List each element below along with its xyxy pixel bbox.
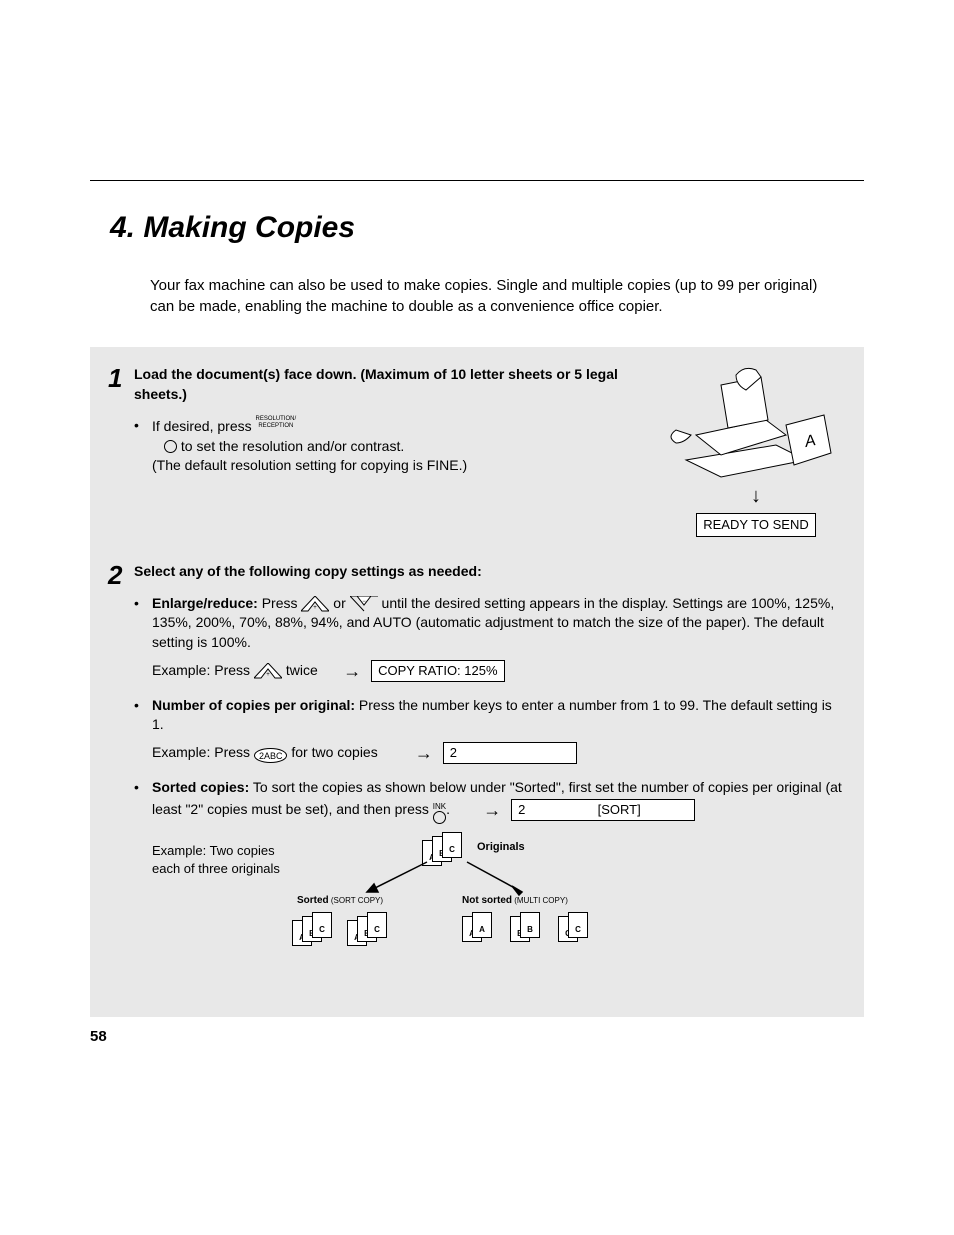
- arrow-down-icon: ↓: [666, 485, 846, 505]
- copies-ex-pre: Example: Press: [152, 744, 254, 760]
- header-rule: [90, 180, 864, 181]
- bullet-icon: •: [134, 778, 152, 962]
- enlarge-pre: Press: [262, 595, 302, 611]
- step-2: 2 Select any of the following copy setti…: [108, 562, 846, 962]
- bullet-text: If desired, press RESOLUTION/ RECEPTION …: [152, 416, 656, 476]
- sorted-lbl: Sorted: [297, 895, 329, 906]
- sorted-label: Sorted copies:: [152, 779, 249, 795]
- step-body: A ↓ READY TO SEND Load the document(s) f…: [134, 365, 846, 537]
- display-copyratio: COPY RATIO: 125%: [371, 660, 505, 682]
- step-body: Select any of the following copy setting…: [134, 562, 846, 962]
- chapter-title: 4. Making Copies: [110, 211, 864, 245]
- notsorted-title: Not sorted (MULTI COPY): [462, 894, 568, 908]
- page-number: 58: [90, 1028, 107, 1045]
- step-number: 2: [108, 562, 134, 962]
- display-ready: READY TO SEND: [696, 513, 815, 537]
- copies-ex-post: for two copies: [291, 744, 377, 760]
- bullet-icon: •: [134, 696, 152, 766]
- ink-button-icon: INK: [433, 800, 446, 824]
- fax-machine-icon: A: [666, 365, 836, 485]
- bullet-icon: •: [134, 594, 152, 684]
- step2-enlarge-bullet: • Enlarge/reduce: Press + or − until the…: [134, 594, 846, 684]
- key-2-icon: 2ABC: [254, 748, 288, 763]
- svg-text:+: +: [266, 672, 270, 678]
- notsorted-sub: (MULTI COPY): [512, 896, 568, 905]
- step1-bullet: • If desired, press RESOLUTION/ RECEPTIO…: [134, 416, 656, 476]
- svg-text:−: −: [362, 599, 366, 605]
- display-copies: 2: [443, 742, 577, 764]
- up-key-icon: +: [254, 663, 282, 679]
- intro-paragraph: Your fax machine can also be used to mak…: [150, 275, 844, 317]
- enlarge-ex-pre: Example: Press: [152, 662, 254, 678]
- bullet-text: Enlarge/reduce: Press + or − until the d…: [152, 594, 846, 684]
- copies-example: Example: Press 2ABC for two copies → 2: [152, 741, 846, 766]
- fax-illustration-area: A ↓ READY TO SEND: [666, 365, 846, 537]
- bullet-icon: •: [134, 416, 152, 476]
- step-1: 1: [108, 365, 846, 537]
- step2-heading: Select any of the following copy setting…: [134, 562, 846, 582]
- enlarge-mid: or: [333, 595, 349, 611]
- step1-bullet-post: to set the resolution and/or contrast.: [181, 438, 404, 454]
- bullet-text: Sorted copies: To sort the copies as sho…: [152, 778, 846, 962]
- sorted-title: Sorted (SORT COPY): [297, 894, 383, 908]
- step1-bullet-line2: (The default resolution setting for copy…: [152, 457, 467, 473]
- svg-text:+: +: [314, 605, 318, 611]
- ink-label: INK: [433, 802, 446, 811]
- resolution-label-bot: RECEPTION: [258, 423, 293, 429]
- arrow-right-icon: →: [343, 659, 361, 684]
- down-key-icon: −: [350, 596, 378, 612]
- bullet-text: Number of copies per original: Press the…: [152, 696, 846, 766]
- copies-label: Number of copies per original:: [152, 697, 355, 713]
- enlarge-label: Enlarge/reduce:: [152, 595, 258, 611]
- sorted-sub: (SORT COPY): [329, 896, 383, 905]
- diagram-arrows-icon: [152, 832, 672, 962]
- notsorted-lbl: Not sorted: [462, 895, 512, 906]
- steps-container: 1: [90, 347, 864, 1017]
- arrow-right-icon: →: [483, 798, 501, 823]
- step2-copies-bullet: • Number of copies per original: Press t…: [134, 696, 846, 766]
- enlarge-example: Example: Press + twice → COPY RATIO: 125…: [152, 659, 846, 684]
- arrow-right-icon: →: [415, 741, 433, 766]
- step2-sorted-bullet: • Sorted copies: To sort the copies as s…: [134, 778, 846, 962]
- sort-diagram: Example: Two copies each of three origin…: [152, 832, 846, 962]
- step-number: 1: [108, 365, 134, 537]
- enlarge-ex-post: twice: [286, 662, 318, 678]
- display-sort: 2 [SORT]: [511, 799, 695, 821]
- up-key-icon: +: [301, 596, 329, 612]
- step1-bullet-pre: If desired, press: [152, 418, 252, 434]
- resolution-label-top: RESOLUTION/: [256, 416, 297, 422]
